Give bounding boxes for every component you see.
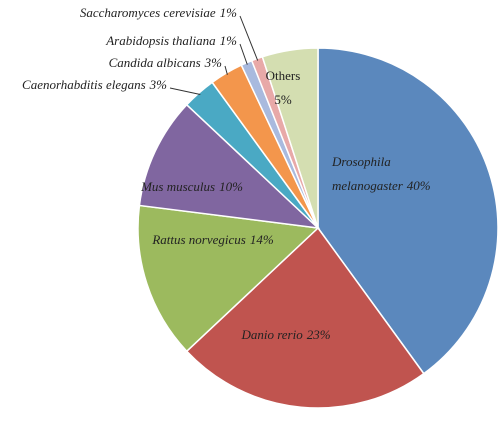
value-label: 3%: [204, 55, 223, 70]
slice-label: Mus musculus 10%: [140, 179, 243, 194]
value-label: 40%: [407, 178, 431, 193]
slice-label: Drosophila melanogaster 40%: [331, 154, 431, 193]
category-name: Caenorhabditis elegans: [22, 77, 146, 92]
leader-line: [169, 87, 201, 95]
leader-line: [239, 43, 248, 65]
value-label: 14%: [250, 232, 274, 247]
category-name: Danio rerio: [240, 327, 303, 342]
category-name: Rattus norvegicus: [151, 232, 246, 247]
leader-line: [239, 15, 259, 61]
pie-slice: [261, 47, 319, 229]
category-name: Mus musculus: [140, 179, 215, 194]
category-name: Arabidopsis thaliana: [105, 33, 216, 48]
category-name: Others: [266, 68, 301, 83]
leader-line: [224, 65, 228, 75]
value-label: 5%: [274, 92, 292, 107]
slice-label: Caenorhabditis elegans 3%: [22, 77, 167, 92]
slice-label: Others: [266, 68, 301, 83]
pie-slice: [138, 103, 321, 230]
slice-label: Rattus norvegicus 14%: [151, 232, 274, 247]
slice-label: Danio rerio 23%: [240, 327, 330, 342]
pie-slice: [317, 47, 499, 375]
pie-slice: [137, 204, 320, 353]
value-label: 1%: [220, 5, 238, 20]
value-label: 10%: [219, 179, 243, 194]
value-label: 3%: [149, 77, 168, 92]
slice-label: Arabidopsis thaliana 1%: [105, 33, 237, 48]
category-name: Candida albicans: [109, 55, 201, 70]
value-label: 23%: [307, 327, 331, 342]
slice-label: Saccharomyces cerevisiae 1%: [80, 5, 237, 20]
pie-slice: [185, 226, 425, 409]
value-label: 1%: [220, 33, 238, 48]
slice-label: Candida albicans 3%: [109, 55, 223, 70]
category-name: Drosophila melanogaster: [331, 154, 404, 193]
category-name: Saccharomyces cerevisiae: [80, 5, 216, 20]
